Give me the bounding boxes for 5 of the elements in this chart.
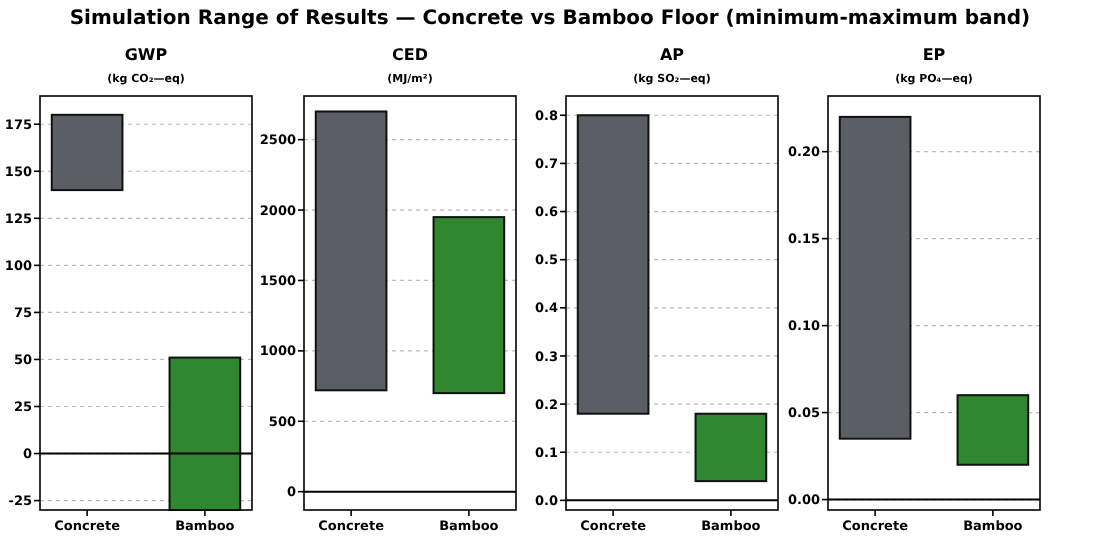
- chart-title: EP: [922, 46, 946, 64]
- chart-title: GWP: [124, 46, 168, 64]
- chart-title: CED: [392, 46, 429, 64]
- text: Simulation Range of Results — Concrete vs Bamboo Floor (minimum-maximum band): [69, 8, 1031, 30]
- chart-title: AP: [659, 46, 685, 64]
